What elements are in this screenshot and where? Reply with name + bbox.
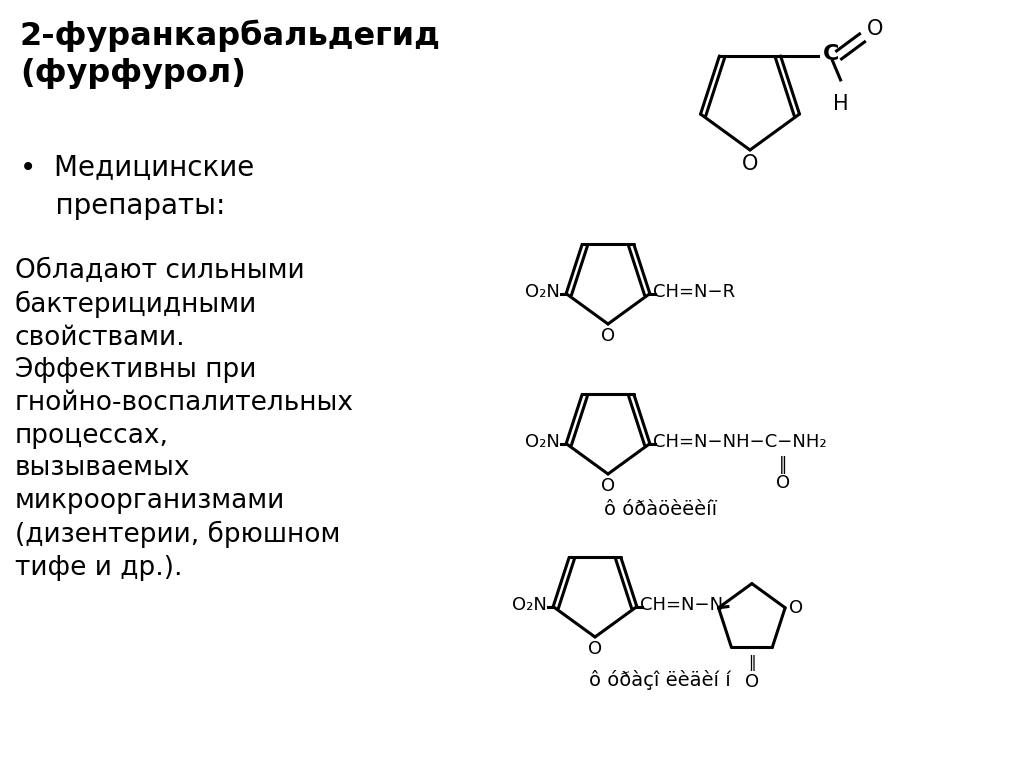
Text: •  Медицинские
    препараты:: • Медицинские препараты: [20,153,254,220]
Text: O₂N: O₂N [512,596,547,614]
Text: CH=N−NH−C−NH₂: CH=N−NH−C−NH₂ [653,432,826,451]
Text: ô óðàçî ëèäèí í: ô óðàçî ëèäèí í [589,670,731,690]
Text: ô óðàöèëèíï: ô óðàöèëèíï [603,500,717,519]
Text: O: O [601,327,615,345]
Text: CH=N−N: CH=N−N [640,596,723,614]
Text: O: O [744,673,759,691]
Text: O: O [866,19,883,39]
Text: 2-фуранкарбальдегид
(фурфурол): 2-фуранкарбальдегид (фурфурол) [20,20,441,89]
Text: ‖: ‖ [778,455,787,474]
Text: O₂N: O₂N [525,283,560,300]
Text: O₂N: O₂N [525,432,560,451]
Text: O: O [790,599,803,617]
Text: O: O [741,154,758,174]
Text: Обладают сильными
бактерицидными
свойствами.
Эффективны при
гнойно-воспалительны: Обладают сильными бактерицидными свойств… [15,258,354,581]
Text: O: O [588,640,602,658]
Text: O: O [601,477,615,495]
Text: C: C [822,44,839,64]
Text: CH=N−R: CH=N−R [653,283,735,300]
Text: ‖: ‖ [749,655,756,671]
Text: H: H [833,94,848,114]
Text: O: O [776,474,790,492]
